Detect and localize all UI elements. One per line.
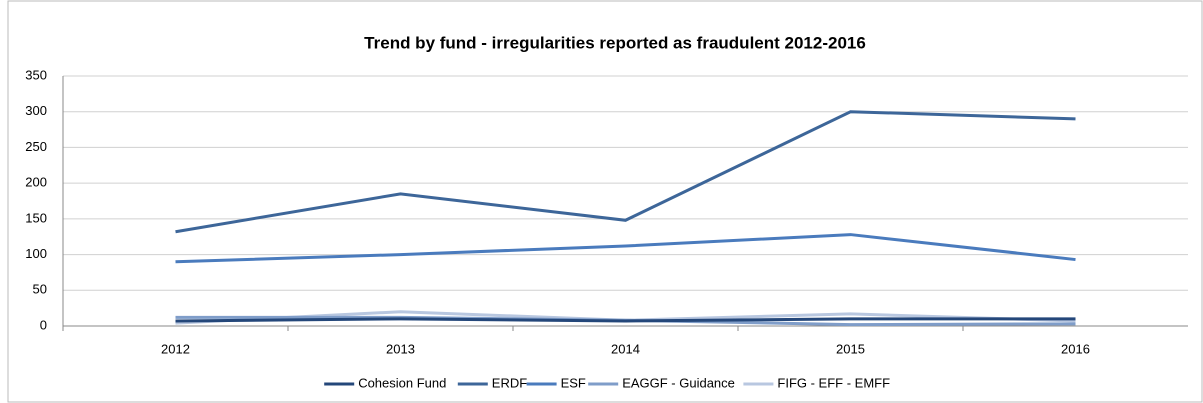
legend-label: ERDF [492,375,527,390]
chart-title: Trend by fund - irregularities reported … [364,33,866,52]
series-line [175,317,1076,323]
x-tick-label: 2014 [611,341,640,356]
chart-frame [7,0,1203,403]
x-tick-label: 2015 [836,341,865,356]
legend-label: Cohesion Fund [358,375,446,390]
y-tick-label: 300 [25,103,47,118]
y-tick-label: 200 [25,175,47,190]
y-tick-label: 350 [25,67,47,82]
y-tick-label: 100 [25,246,47,261]
y-tick-label: 250 [25,139,47,154]
y-tick-label: 0 [40,317,47,332]
x-tick-label: 2012 [161,341,190,356]
x-tick-label: 2016 [1061,341,1090,356]
y-tick-label: 50 [33,282,47,297]
series-line [175,233,1076,264]
x-tick-label: 2013 [386,341,415,356]
legend-label: EAGGF - Guidance [622,375,735,390]
series-line [175,110,1076,234]
legend-label: ESF [561,375,586,390]
legend-label: FIFG - EFF - EMFF [777,375,890,390]
y-tick-label: 150 [25,210,47,225]
